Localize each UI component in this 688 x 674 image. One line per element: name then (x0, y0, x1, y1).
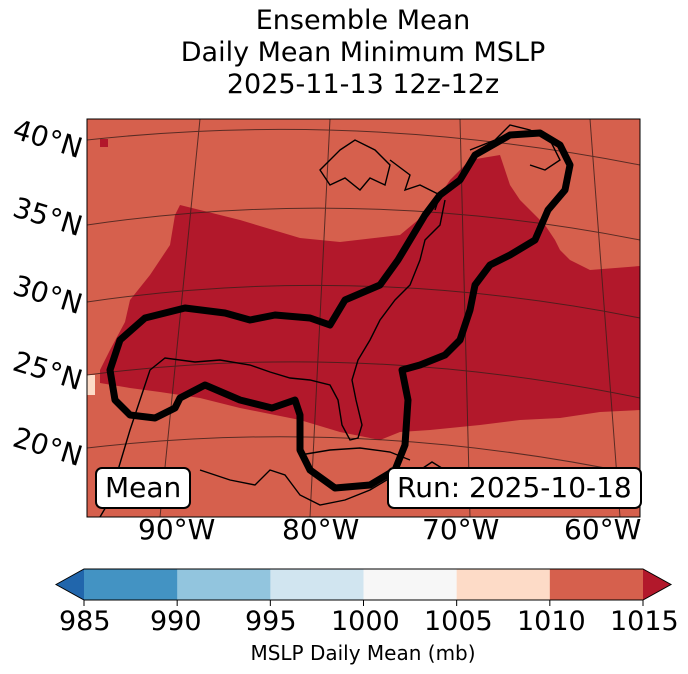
title-line-2: Daily Mean Minimum MSLP (180, 37, 546, 68)
pressure-field-pale-patch (87, 375, 95, 395)
lon-label-90w: 90°W (138, 513, 216, 546)
colorbar-tick-1000: 1000 (331, 606, 400, 637)
colorbar-segment (363, 569, 458, 600)
colorbar-segment (549, 569, 644, 600)
colorbar-extend-high (643, 569, 671, 600)
colorbar-tick-990: 990 (150, 606, 202, 637)
lon-label-70w: 70°W (422, 513, 500, 546)
colorbar-tick-1015: 1015 (610, 606, 679, 637)
graticule-lat-20 (87, 436, 640, 476)
graticule-lon-60 (589, 119, 621, 517)
title-line-3: 2025-11-13 12z-12z (226, 69, 500, 100)
run-date-box: Run: 2025-10-18 (387, 467, 642, 509)
pressure-field-speck (100, 139, 108, 147)
cuba-outline (299, 447, 411, 461)
title-line-1: Ensemble Mean (255, 5, 471, 36)
colorbar-tick-985: 985 (59, 606, 111, 637)
map-frame (86, 118, 641, 518)
graticule-lat-25 (87, 361, 640, 399)
pressure-field-high (100, 155, 640, 440)
probability-contour (106, 129, 574, 492)
great-lakes (319, 139, 391, 191)
colorbar-segment (456, 569, 551, 600)
colorbar-segment (84, 569, 178, 600)
colorbar-tick-1005: 1005 (424, 606, 493, 637)
lon-label-60w: 60°W (564, 513, 642, 546)
lon-label-80w: 80°W (282, 513, 360, 546)
colorbar-segment (177, 569, 271, 600)
central-america-coast (199, 469, 411, 506)
colorbar-tick-1010: 1010 (517, 606, 586, 637)
colorbar-extend-low (56, 569, 84, 600)
graticule-lat-35 (87, 207, 640, 241)
map-panel (87, 119, 640, 517)
graticule-lat-30 (87, 284, 640, 319)
colorbar-title: MSLP Daily Mean (mb) (250, 641, 476, 665)
mean-label-box: Mean (95, 467, 192, 509)
colorbar (54, 568, 673, 606)
graticule-lon-90 (159, 119, 201, 517)
colorbar-segment (270, 569, 364, 600)
atlantic-gulf-coast (99, 199, 446, 517)
colorbar-tick-995: 995 (245, 606, 297, 637)
